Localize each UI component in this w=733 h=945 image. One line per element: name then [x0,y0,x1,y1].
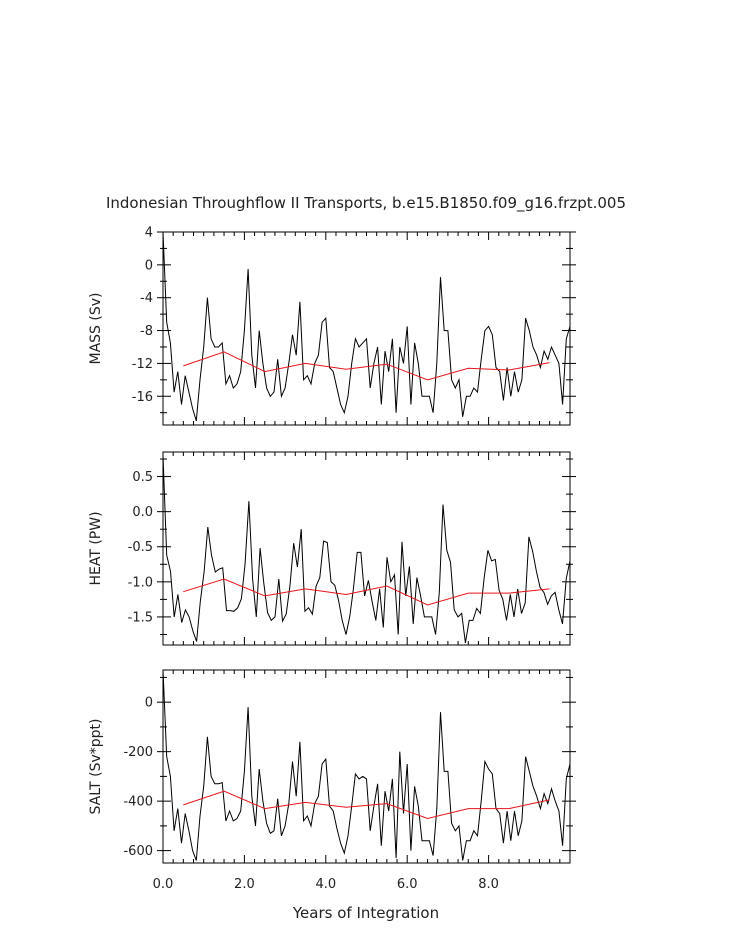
panel-heat: 0.5 0.0 -0.5 -1.0 -1.5 HEAT (PW) [88,451,576,646]
x-tick-label: 2.0 [234,877,255,892]
y-tick-label-salt: -600 [123,844,153,859]
y-tick-label-heat: 0.5 [132,470,153,485]
panel-salt: 0 -200 -400 -600 SALT (Sv*ppt) [88,669,576,864]
series-mass [163,232,570,422]
chart-title: Indonesian Throughflow II Transports, b.… [106,194,626,213]
ticks-salt: 0 -200 -400 -600 [123,670,576,863]
monthly-line-heat [163,455,570,643]
y-tick-label-salt: -200 [123,745,153,760]
panel-mass: 4 0 -4 -8 -12 -16 MASS (Sv) [88,226,576,426]
ticks-heat: 0.5 0.0 -0.5 -1.0 -1.5 [128,452,576,645]
plot-frame-heat [162,451,571,646]
y-tick-label-mass: -8 [140,324,153,339]
plot-frame-salt [162,669,571,864]
y-tick-label-mass: 4 [145,226,153,241]
ylabel-heat: HEAT (PW) [88,511,104,585]
y-tick-label-mass: -4 [140,291,153,306]
series-heat [163,455,570,643]
plot-frame-mass [162,231,571,426]
x-tick-label: 0.0 [153,877,174,892]
y-tick-label-salt: -400 [123,795,153,810]
y-tick-label-heat: -1.0 [128,575,153,590]
ylabel-salt: SALT (Sv*ppt) [88,719,104,815]
ticks-mass: 4 0 -4 -8 -12 -16 [132,226,576,425]
x-axis-label: Years of Integration [292,904,439,922]
y-tick-label-mass: -16 [132,390,153,405]
x-tick-labels: 0.0 2.0 4.0 6.0 8.0 [153,877,499,892]
y-tick-label-mass: -12 [132,357,153,372]
annual-line-mass [183,351,550,381]
monthly-line-mass [163,232,570,422]
x-tick-label: 6.0 [397,877,418,892]
x-tick-label: 8.0 [478,877,499,892]
monthly-line-salt [163,670,570,861]
y-tick-label-salt: 0 [145,696,153,711]
annual-line-heat [183,578,550,606]
y-tick-label-mass: 0 [145,258,153,273]
series-salt [163,670,570,861]
ylabel-mass: MASS (Sv) [88,293,104,365]
annual-line-salt [183,790,550,820]
y-tick-label-heat: -1.5 [128,610,153,625]
y-tick-label-heat: 0.0 [132,505,153,520]
y-tick-label-heat: -0.5 [128,540,153,555]
x-tick-label: 4.0 [315,877,336,892]
